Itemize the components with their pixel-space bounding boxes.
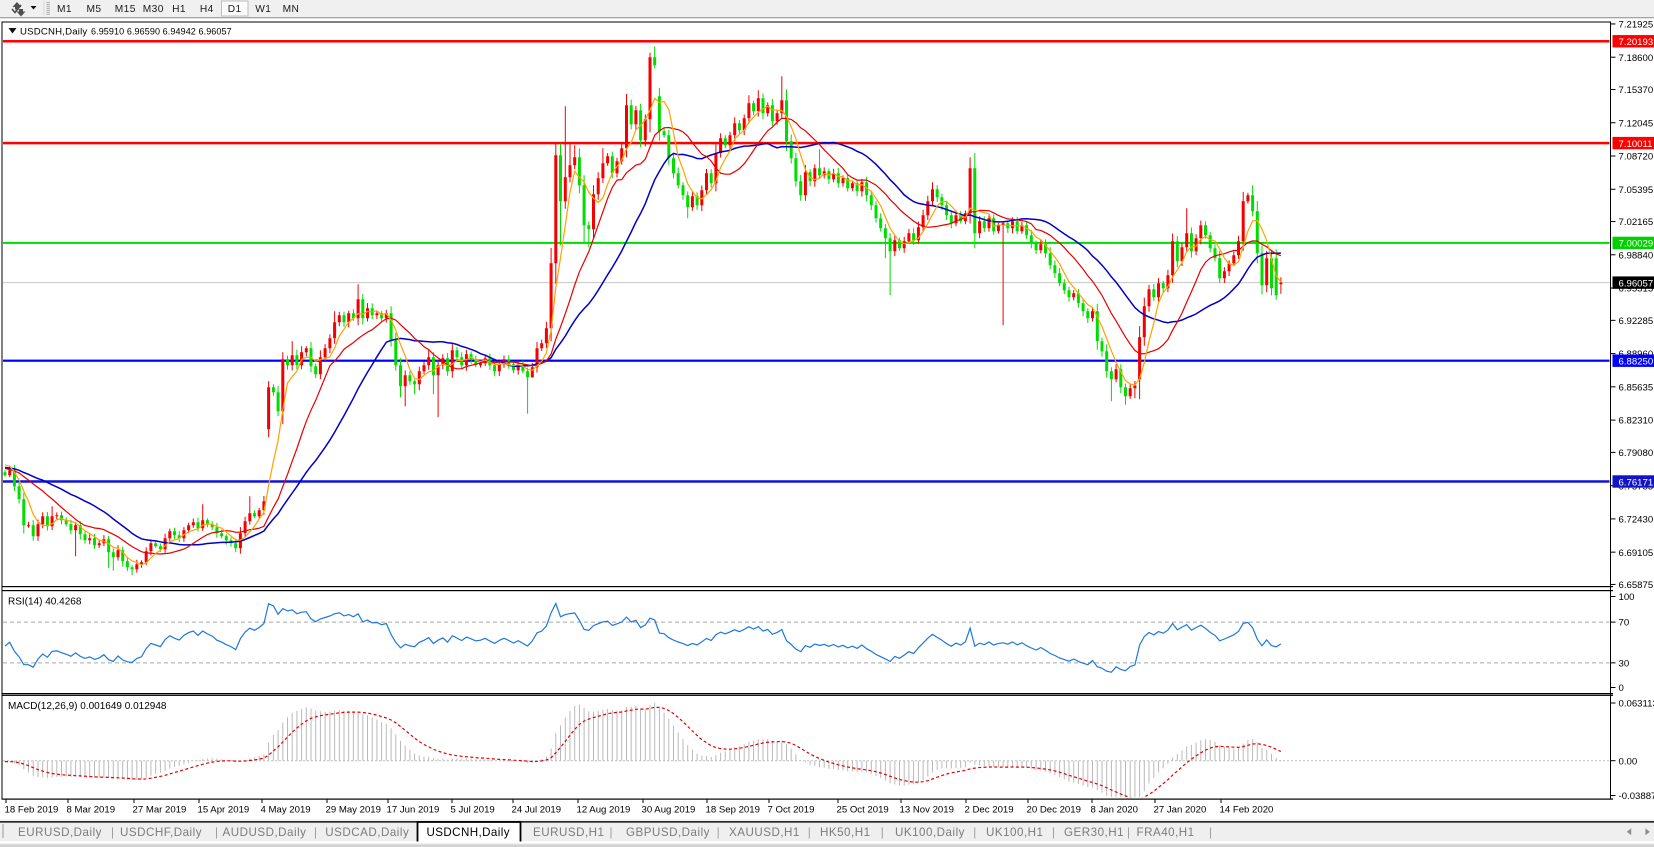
svg-text:100: 100 (1619, 592, 1635, 603)
svg-text:UK100,H1: UK100,H1 (986, 826, 1044, 839)
svg-text:6.98840: 6.98840 (1619, 250, 1654, 261)
svg-text:XAUUSD,H1: XAUUSD,H1 (729, 826, 800, 839)
svg-text:8 Mar 2019: 8 Mar 2019 (67, 805, 116, 816)
svg-text:GBPUSD,Daily: GBPUSD,Daily (626, 826, 710, 839)
svg-text:0.00: 0.00 (1619, 756, 1638, 767)
svg-text:|: | (610, 826, 614, 839)
svg-text:EURUSD,H1: EURUSD,H1 (533, 826, 605, 839)
svg-text:GER30,H1: GER30,H1 (1064, 826, 1124, 839)
svg-text:20 Dec 2019: 20 Dec 2019 (1027, 805, 1081, 816)
svg-text:|: | (808, 826, 812, 839)
svg-text:7.18600: 7.18600 (1619, 53, 1654, 64)
svg-text:7.10011: 7.10011 (1619, 139, 1653, 150)
svg-text:12 Aug 2019: 12 Aug 2019 (577, 805, 631, 816)
svg-text:7.02165: 7.02165 (1619, 217, 1654, 228)
svg-text:4 May 2019: 4 May 2019 (261, 805, 311, 816)
svg-text:8 Jan 2020: 8 Jan 2020 (1091, 805, 1138, 816)
svg-text:5 Jul 2019: 5 Jul 2019 (451, 805, 495, 816)
svg-text:18 Sep 2019: 18 Sep 2019 (706, 805, 760, 816)
svg-text:30: 30 (1619, 658, 1630, 669)
svg-text:30 Aug 2019: 30 Aug 2019 (642, 805, 696, 816)
svg-text:7.15370: 7.15370 (1619, 85, 1654, 96)
svg-text:24 Jul 2019: 24 Jul 2019 (512, 805, 562, 816)
svg-text:6.88250: 6.88250 (1619, 357, 1654, 368)
svg-text:6.95515: 6.95515 (1619, 284, 1654, 295)
svg-text:7 Oct 2019: 7 Oct 2019 (768, 805, 815, 816)
svg-text:|: | (973, 826, 977, 839)
svg-text:USDCHF,Daily: USDCHF,Daily (120, 826, 202, 839)
svg-text:6.69105: 6.69105 (1619, 548, 1654, 559)
svg-text:USDCNH,Daily: USDCNH,Daily (20, 27, 87, 38)
svg-text:17 Jun 2019: 17 Jun 2019 (387, 805, 440, 816)
svg-text:27 Jan 2020: 27 Jan 2020 (1154, 805, 1207, 816)
svg-text:H1: H1 (172, 4, 186, 15)
svg-text:29 May 2019: 29 May 2019 (326, 805, 381, 816)
svg-text:|: | (1209, 826, 1213, 839)
svg-text:|: | (881, 826, 885, 839)
svg-text:MACD(12,26,9) 0.001649 0.01294: MACD(12,26,9) 0.001649 0.012948 (8, 701, 167, 712)
svg-text:18 Feb 2019: 18 Feb 2019 (5, 805, 59, 816)
svg-text:7.05395: 7.05395 (1619, 185, 1654, 196)
svg-text:7.08720: 7.08720 (1619, 152, 1654, 163)
svg-text:14 Feb 2020: 14 Feb 2020 (1220, 805, 1274, 816)
svg-text:0.063113: 0.063113 (1619, 699, 1654, 710)
svg-text:25 Oct 2019: 25 Oct 2019 (837, 805, 889, 816)
svg-text:6.82310: 6.82310 (1619, 416, 1654, 427)
svg-text:|: | (1052, 826, 1056, 839)
svg-text:6.85635: 6.85635 (1619, 382, 1654, 393)
svg-text:0: 0 (1619, 683, 1624, 694)
svg-text:7.12045: 7.12045 (1619, 118, 1654, 129)
svg-text:27 Mar 2019: 27 Mar 2019 (133, 805, 187, 816)
svg-text:|: | (215, 826, 219, 839)
svg-text:|: | (1127, 826, 1131, 839)
svg-text:15 Apr 2019: 15 Apr 2019 (198, 805, 250, 816)
svg-text:FRA40,H1: FRA40,H1 (1137, 826, 1195, 839)
svg-text:6.72430: 6.72430 (1619, 515, 1654, 526)
svg-text:|: | (717, 826, 721, 839)
svg-text:H4: H4 (200, 4, 214, 15)
svg-text:6.79080: 6.79080 (1619, 448, 1654, 459)
svg-text:6.95910 6.96590 6.94942 6.9605: 6.95910 6.96590 6.94942 6.96057 (91, 27, 232, 37)
svg-text:2 Dec 2019: 2 Dec 2019 (965, 805, 1014, 816)
svg-text:HK50,H1: HK50,H1 (820, 826, 871, 839)
svg-text:MN: MN (283, 4, 300, 15)
svg-text:7.00029: 7.00029 (1619, 239, 1654, 250)
svg-text:M1: M1 (57, 4, 72, 15)
svg-text:M5: M5 (87, 4, 102, 15)
svg-text:6.76171: 6.76171 (1619, 477, 1654, 488)
svg-text:USDCAD,Daily: USDCAD,Daily (325, 826, 409, 839)
svg-text:RSI(14) 40.4268: RSI(14) 40.4268 (8, 597, 82, 608)
svg-text:D1: D1 (228, 4, 242, 15)
svg-text:7.21925: 7.21925 (1619, 20, 1654, 31)
svg-text:6.92285: 6.92285 (1619, 316, 1654, 327)
svg-text:USDCNH,Daily: USDCNH,Daily (427, 826, 510, 839)
svg-text:70: 70 (1619, 618, 1630, 629)
svg-text:UK100,Daily: UK100,Daily (895, 826, 965, 839)
svg-text:|: | (111, 826, 115, 839)
svg-text:6.65875: 6.65875 (1619, 580, 1654, 591)
svg-text:EURUSD,Daily: EURUSD,Daily (18, 826, 102, 839)
svg-text:M30: M30 (143, 4, 164, 15)
svg-text:13 Nov 2019: 13 Nov 2019 (900, 805, 954, 816)
svg-text:M15: M15 (115, 4, 136, 15)
svg-text:|: | (314, 826, 318, 839)
svg-text:-0.038872: -0.038872 (1619, 791, 1654, 802)
svg-text:AUDUSD,Daily: AUDUSD,Daily (223, 826, 307, 839)
svg-text:6.96057: 6.96057 (1619, 278, 1654, 289)
svg-text:W1: W1 (255, 4, 271, 15)
svg-text:7.20193: 7.20193 (1619, 37, 1654, 48)
